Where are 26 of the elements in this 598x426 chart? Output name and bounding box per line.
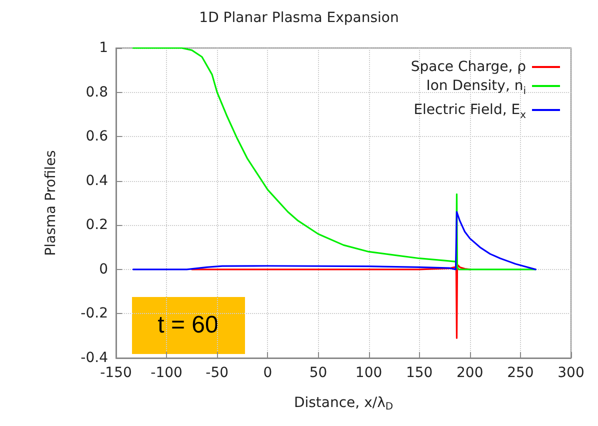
- y-tick-label: 1: [99, 40, 108, 56]
- y-tick-label: 0.8: [86, 84, 108, 100]
- x-tick-label: -150: [100, 365, 132, 381]
- x-tick-label: -50: [206, 365, 229, 381]
- chart-title: 1D Planar Plasma Expansion: [199, 10, 399, 26]
- x-tick-label: 250: [507, 365, 534, 381]
- x-tick-label: 200: [456, 365, 484, 381]
- y-tick-label: 0.2: [86, 217, 108, 234]
- y-tick-label: 0.4: [86, 172, 108, 189]
- line-series: [132, 211, 536, 270]
- y-tick-label: -0.2: [80, 306, 108, 322]
- legend-label: Electric Field, E$_{x}$: [414, 102, 526, 121]
- x-tick-label: 100: [355, 365, 382, 381]
- y-axis-title: Plasma Profiles: [43, 150, 59, 256]
- x-tick-label: 0: [263, 365, 272, 381]
- x-tick-label: 50: [309, 365, 328, 381]
- annotation: t = 60: [158, 312, 218, 338]
- x-tick-label: 150: [406, 365, 433, 381]
- line-series: [132, 47, 536, 270]
- legend-label: Space Charge, ρ: [410, 59, 526, 75]
- y-tick-label: 0.6: [86, 128, 108, 145]
- x-tick-label: -100: [150, 365, 182, 381]
- y-tick-label: -0.4: [80, 350, 108, 366]
- y-tick-label: 0: [99, 261, 108, 278]
- x-tick-label: 300: [558, 365, 584, 381]
- legend-label: Ion Density, n$_{i}$: [426, 78, 526, 97]
